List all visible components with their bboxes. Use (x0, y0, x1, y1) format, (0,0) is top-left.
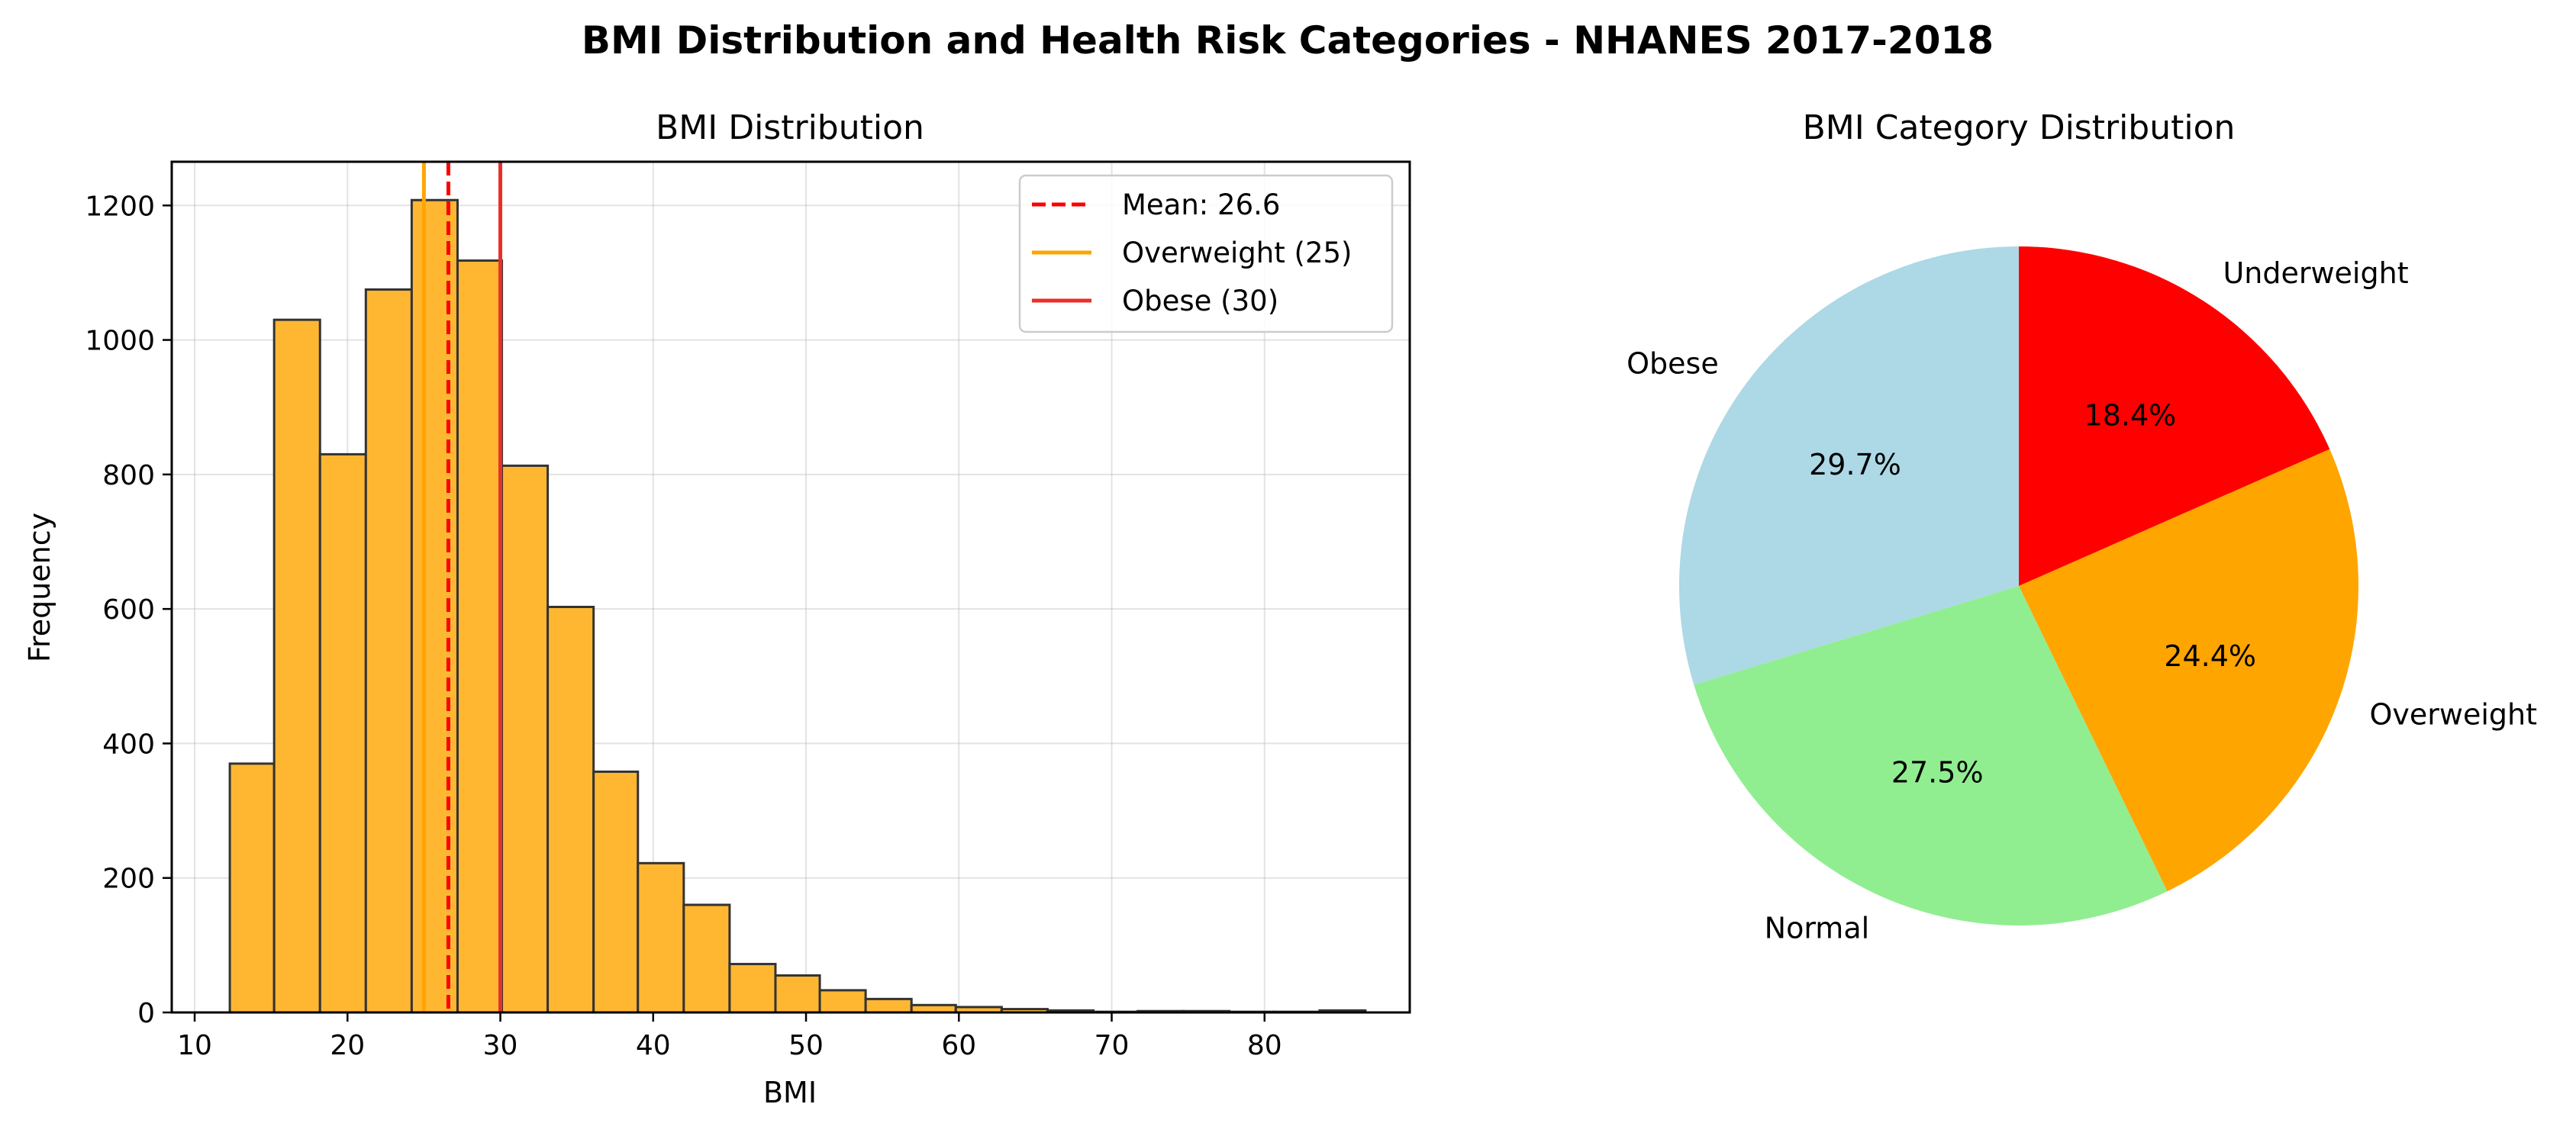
pie-labels: 18.4% Underweight 24.4% Overweight 27.5% Norm… (1627, 256, 2537, 945)
pie-slice (2019, 246, 2330, 586)
histogram-bar (774, 974, 821, 1014)
pie-slice (2019, 449, 2359, 892)
pie-category-label: Normal (1765, 912, 1870, 945)
pie-slices (1679, 246, 2359, 926)
y-tick-label: 1200 (85, 191, 155, 222)
histogram-bar (864, 997, 913, 1014)
x-tick-label: 50 (788, 1030, 824, 1061)
histogram-bar (818, 989, 867, 1014)
histogram-bar (501, 464, 550, 1014)
y-tick-label: 0 (137, 998, 155, 1029)
y-tick-label: 600 (102, 594, 155, 626)
histogram-legend: Mean: 26.6 Overweight (25) Obese (30) (1018, 174, 1394, 333)
histogram-bars (228, 198, 1367, 1014)
y-tick-label: 400 (102, 729, 155, 760)
x-tick-label: 70 (1095, 1030, 1130, 1061)
histogram-y-axis-label: Frequency (23, 513, 56, 662)
x-tick-label: 40 (636, 1030, 671, 1061)
pie-slice (1679, 246, 2019, 685)
x-tick-label: 60 (941, 1030, 976, 1061)
pie-title: BMI Category Distribution (1803, 108, 2236, 147)
pie-chart: BMI Category Distribution 18.4% Underweig… (1627, 108, 2537, 945)
pie-pct-label: 27.5% (1891, 756, 1984, 790)
histogram-bar (546, 606, 595, 1014)
x-tick-label: 10 (177, 1030, 212, 1061)
figure-title: BMI Distribution and Health Risk Categor… (582, 18, 1994, 63)
y-tick-label: 1000 (85, 326, 155, 357)
pie-pct-label: 29.7% (1809, 448, 1901, 481)
histogram-bar (364, 288, 413, 1014)
legend-label: Overweight (25) (1122, 237, 1352, 269)
histogram-bar (410, 198, 459, 1014)
pie-pct-label: 18.4% (2084, 398, 2177, 432)
pie-pct-label: 24.4% (2164, 639, 2256, 673)
legend-frame (1018, 174, 1394, 333)
legend-label: Mean: 26.6 (1122, 188, 1280, 221)
histogram-bar (682, 903, 731, 1014)
histogram-plot-frame (170, 160, 1411, 1014)
histogram-bar (456, 259, 504, 1014)
legend-label: Obese (30) (1122, 285, 1278, 317)
x-tick-label: 30 (483, 1030, 518, 1061)
pie-category-label: Obese (1627, 347, 1719, 381)
histogram-bar (728, 963, 777, 1014)
histogram-x-axis-label: BMI (763, 1076, 817, 1109)
y-tick-label: 800 (102, 460, 155, 491)
histogram-title: BMI Distribution (656, 108, 924, 147)
histogram-bar (272, 318, 321, 1014)
histogram-x-ticks: 10 20 30 40 50 60 70 80 (177, 1012, 1282, 1061)
pie-category-label: Overweight (2370, 698, 2538, 732)
histogram-bar (318, 452, 367, 1014)
histogram-chart: BMI Distribution 10 20 30 40 50 60 70 80 0 200 40… (23, 108, 1411, 1109)
y-tick-label: 200 (102, 864, 155, 895)
histogram-bar (228, 762, 276, 1014)
histogram-reference-lines (421, 162, 503, 1012)
pie-slice (1694, 586, 2168, 926)
pie-category-label: Underweight (2223, 256, 2408, 290)
histogram-bar (592, 770, 640, 1014)
histogram-y-ticks: 0 200 400 600 800 1000 1200 (85, 191, 172, 1029)
x-tick-label: 20 (330, 1030, 365, 1061)
histogram-bar (637, 861, 685, 1014)
x-tick-label: 80 (1247, 1030, 1282, 1061)
